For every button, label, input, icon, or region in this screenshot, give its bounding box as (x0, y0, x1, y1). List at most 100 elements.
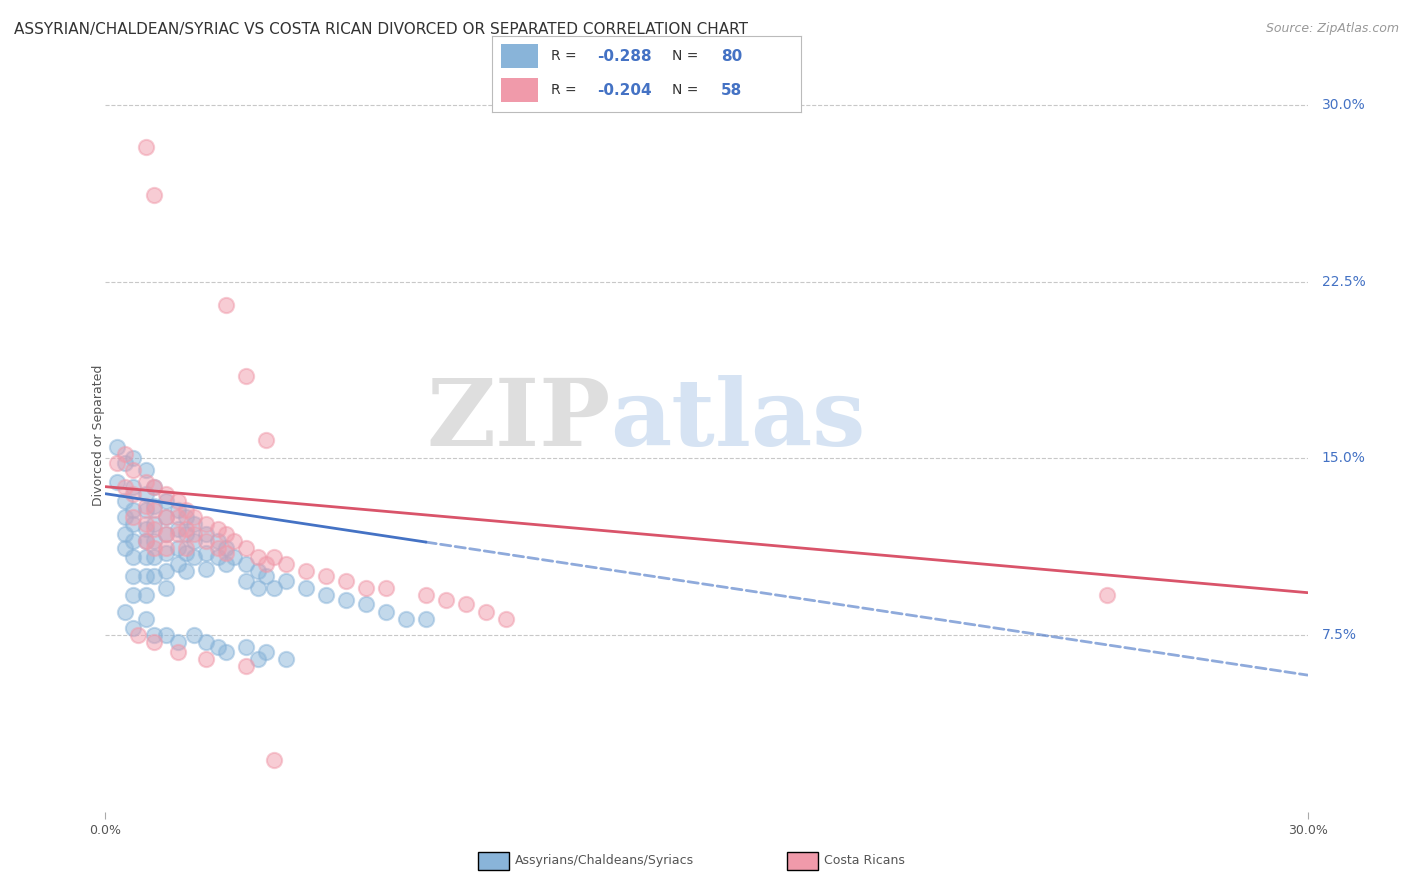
Text: Source: ZipAtlas.com: Source: ZipAtlas.com (1265, 22, 1399, 36)
Point (155, 581, 177, 595)
Y-axis label: Divorced or Separated: Divorced or Separated (91, 364, 105, 506)
Point (166, 558, 188, 572)
Point (122, 550, 145, 565)
Point (122, 480, 145, 494)
Point (246, 651, 269, 665)
Point (214, 546, 236, 560)
Point (395, 611, 418, 625)
Point (207, 640, 229, 654)
Text: R =: R = (551, 49, 581, 63)
Point (207, 522, 229, 536)
Point (495, 611, 517, 625)
Point (166, 526, 188, 541)
Point (194, 562, 217, 576)
Point (122, 569, 145, 583)
Text: Assyrians/Chaldeans/Syriacs: Assyrians/Chaldeans/Syriacs (515, 855, 693, 867)
Point (135, 487, 157, 501)
Point (155, 565, 177, 579)
Point (194, 526, 217, 541)
Point (174, 546, 197, 560)
Point (166, 510, 188, 524)
Point (246, 550, 269, 565)
Point (155, 487, 177, 501)
Point (235, 558, 257, 572)
Point (122, 533, 145, 548)
Point (214, 558, 236, 572)
Point (114, 605, 136, 619)
Point (274, 651, 297, 665)
Point (246, 565, 269, 579)
Point (166, 541, 188, 555)
Point (122, 503, 145, 517)
Point (142, 480, 165, 494)
Point (174, 565, 197, 579)
Point (335, 592, 357, 607)
Point (235, 368, 257, 383)
Point (155, 526, 177, 541)
Point (122, 517, 145, 532)
Point (295, 565, 318, 579)
Point (183, 526, 205, 541)
Point (174, 510, 197, 524)
Point (166, 522, 188, 536)
Point (155, 541, 177, 555)
Point (127, 628, 149, 642)
Point (135, 503, 157, 517)
Point (174, 503, 197, 517)
Point (246, 581, 269, 595)
Point (315, 569, 337, 583)
Point (135, 533, 157, 548)
Point (374, 581, 398, 595)
Point (335, 574, 357, 588)
Text: 80: 80 (721, 49, 742, 63)
Point (135, 522, 157, 536)
Text: 7.5%: 7.5% (1322, 628, 1357, 642)
Point (475, 605, 498, 619)
Point (135, 611, 157, 625)
Point (254, 644, 277, 658)
Point (107, 440, 129, 454)
Point (194, 651, 217, 665)
Point (142, 499, 165, 513)
Point (135, 517, 157, 532)
Point (155, 510, 177, 524)
Point (415, 588, 437, 602)
Point (214, 526, 236, 541)
Point (122, 621, 145, 635)
Point (222, 533, 245, 548)
Text: R =: R = (551, 83, 581, 97)
Point (207, 533, 229, 548)
Point (135, 499, 157, 513)
Bar (502, 44, 538, 69)
Point (183, 517, 205, 532)
Text: ZIP: ZIP (426, 375, 610, 465)
Point (454, 598, 477, 612)
Point (194, 517, 217, 532)
Point (235, 574, 257, 588)
Point (135, 569, 157, 583)
Point (142, 517, 165, 532)
Point (142, 533, 165, 548)
Point (166, 644, 188, 658)
Point (135, 140, 157, 154)
Point (114, 526, 136, 541)
Point (254, 433, 277, 447)
Point (207, 550, 229, 565)
Point (434, 592, 457, 607)
Point (155, 493, 177, 508)
Point (263, 753, 285, 767)
Point (214, 541, 236, 555)
Point (295, 581, 318, 595)
Text: -0.288: -0.288 (598, 49, 652, 63)
Point (254, 558, 277, 572)
Point (122, 463, 145, 477)
Point (114, 480, 136, 494)
Point (274, 558, 297, 572)
Point (315, 588, 337, 602)
Text: N =: N = (672, 49, 702, 63)
Point (183, 510, 205, 524)
Point (235, 658, 257, 673)
Point (174, 522, 197, 536)
Point (155, 546, 177, 560)
Point (114, 493, 136, 508)
